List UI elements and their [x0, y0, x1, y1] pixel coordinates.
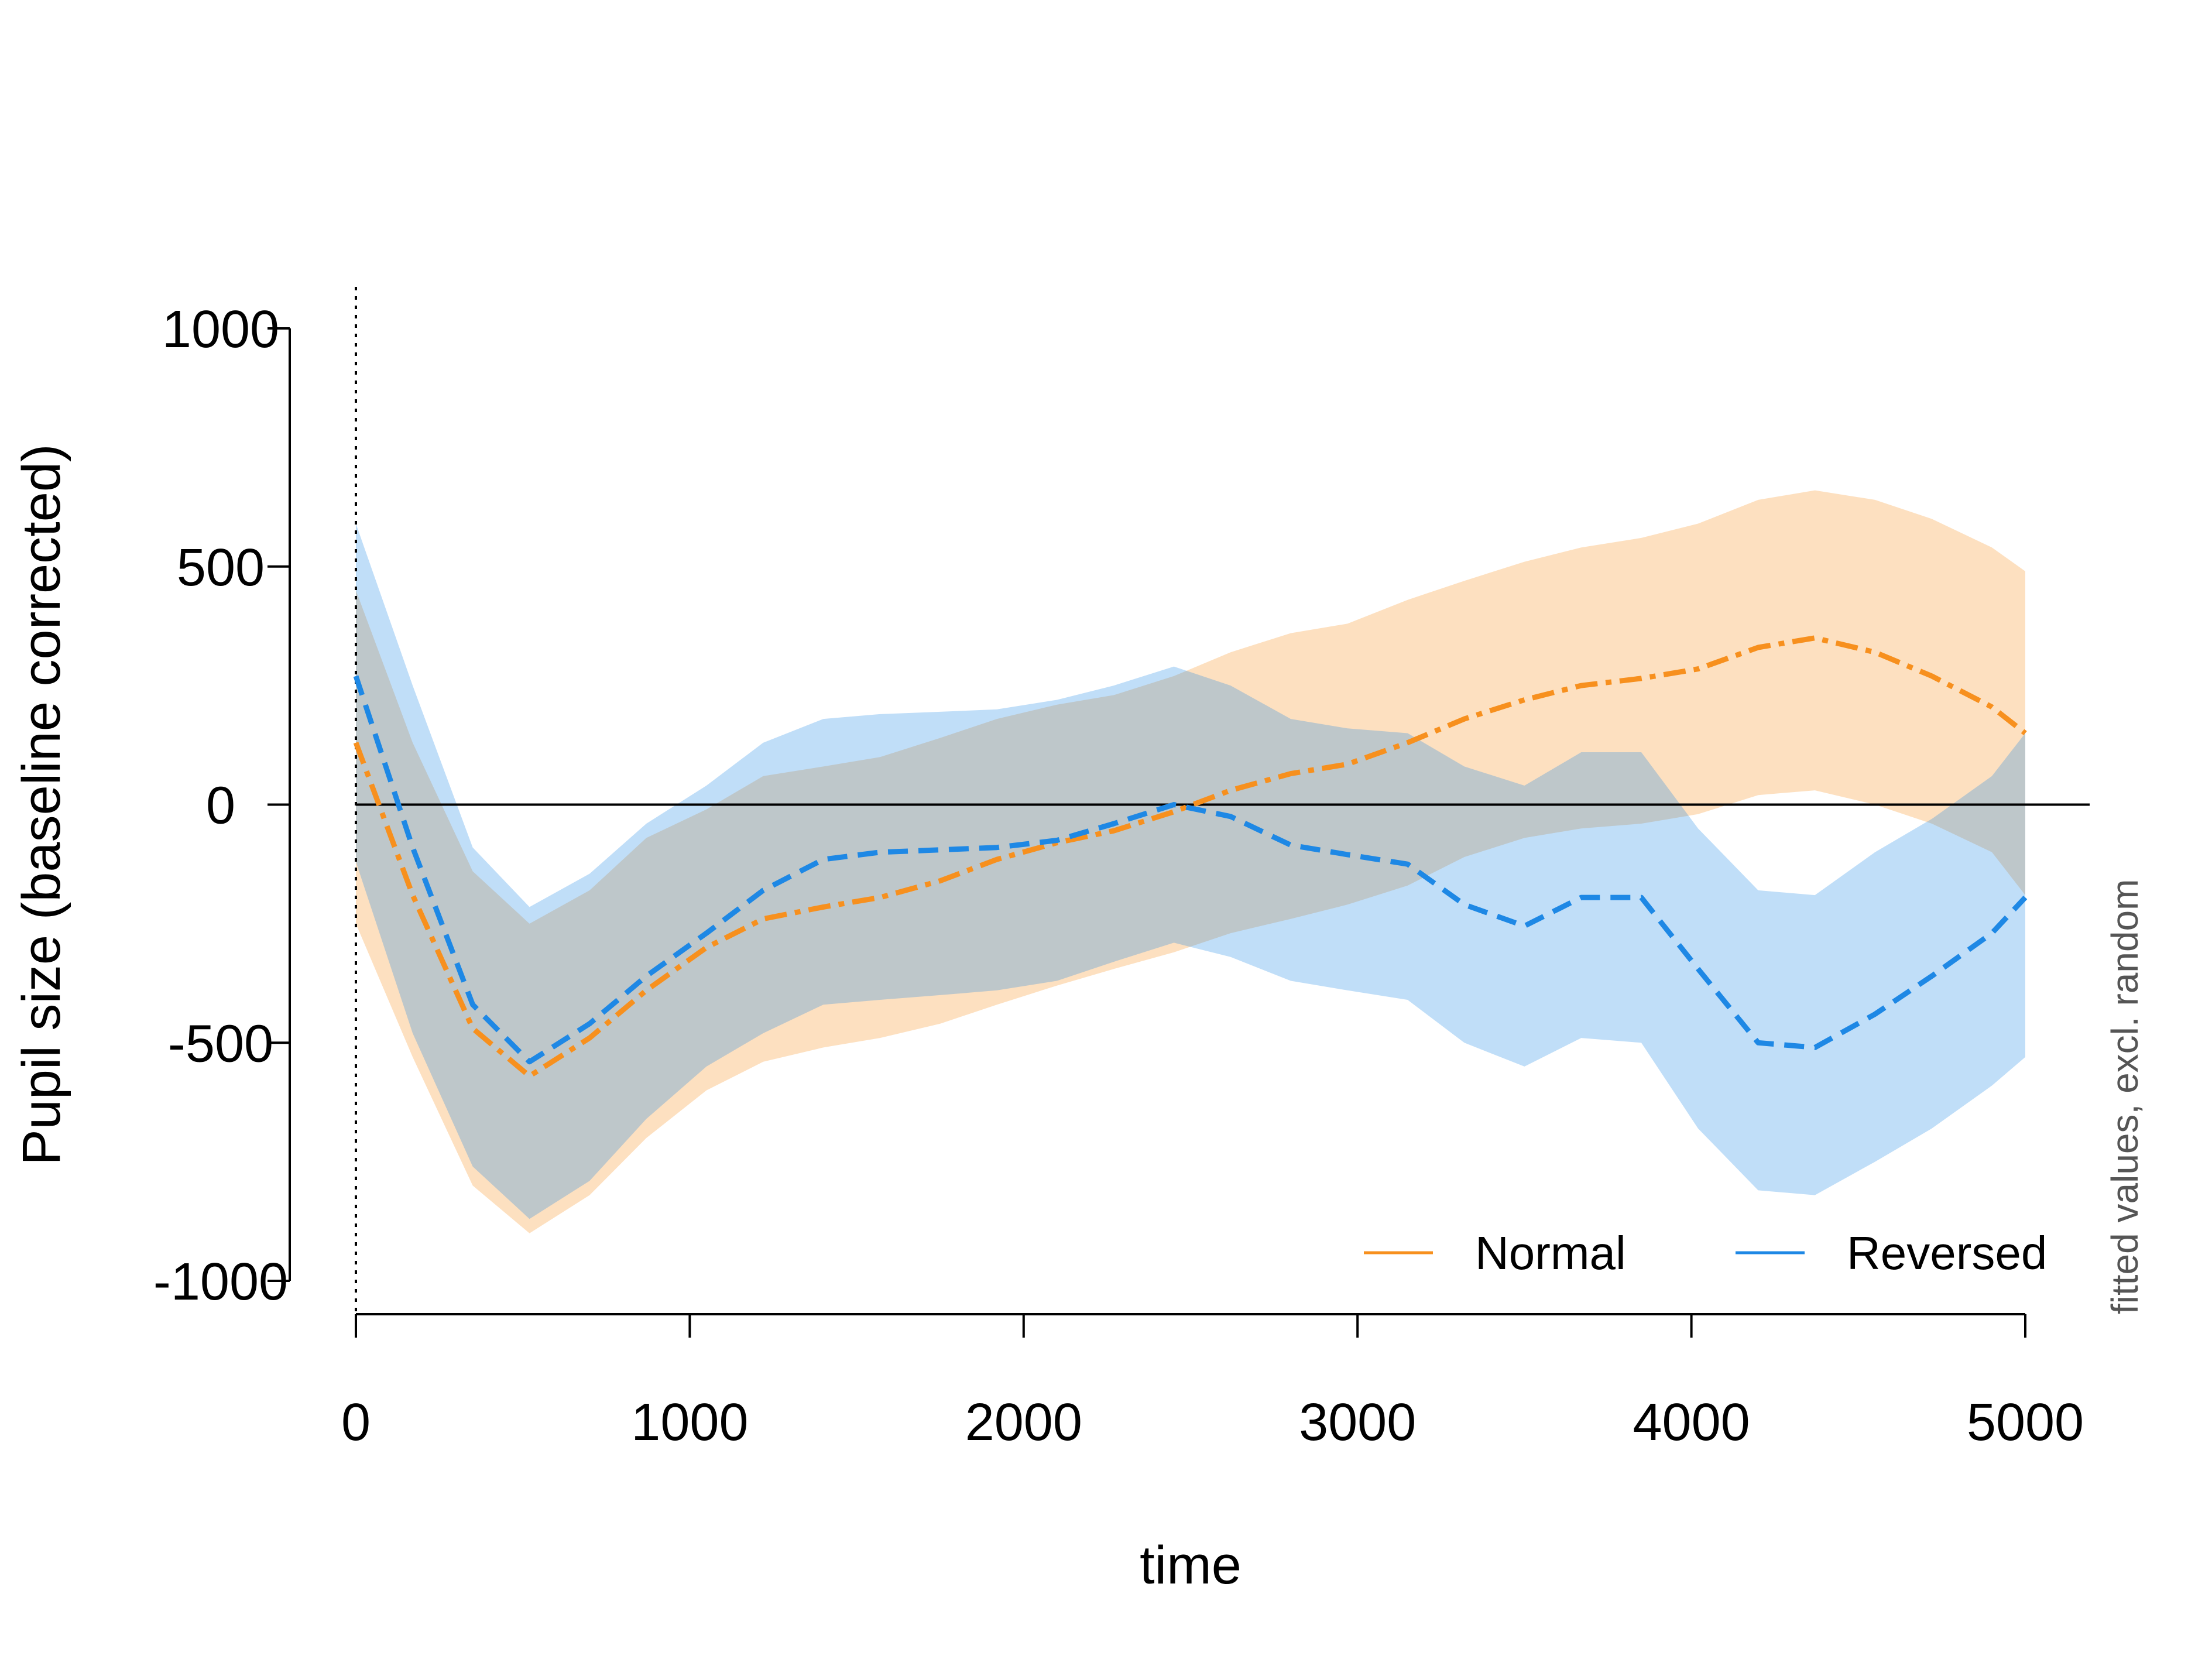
x-axis-title: time	[1140, 1535, 1242, 1595]
y-tick-label: 1000	[162, 300, 279, 359]
legend: Normal Reversed	[1364, 1227, 2047, 1279]
axis-labels: time Pupil size (baseline corrected) fit…	[12, 444, 2146, 1595]
band-reversed	[356, 523, 2025, 1219]
side-note: fitted values, excl. random	[2104, 879, 2146, 1314]
y-tick-label: -500	[168, 1014, 273, 1073]
axes: -1000 -500 0 500 1000 0 1000 2000 3000 4000 5000	[153, 300, 2084, 1452]
x-tick-label: 3000	[1299, 1393, 1416, 1452]
y-tick-label: -1000	[153, 1253, 288, 1311]
series-lines	[353, 635, 2028, 1079]
x-tick-label: 1000	[631, 1393, 748, 1452]
y-tick-label: 0	[206, 777, 235, 835]
legend-label-reversed: Reversed	[1847, 1227, 2047, 1279]
reference-lines	[355, 287, 2090, 1314]
band-normal	[356, 490, 2025, 1233]
y-axis-title: Pupil size (baseline corrected)	[12, 444, 71, 1165]
line-reversed	[353, 675, 2028, 1065]
x-tick-label: 0	[341, 1393, 371, 1452]
legend-label-normal: Normal	[1475, 1227, 1626, 1279]
line-normal	[353, 635, 2027, 1079]
x-tick-label: 5000	[1967, 1393, 2084, 1452]
y-tick-label: 500	[177, 539, 265, 597]
confidence-bands	[356, 490, 2025, 1233]
x-tick-label: 2000	[965, 1393, 1082, 1452]
x-tick-label: 4000	[1633, 1393, 1750, 1452]
